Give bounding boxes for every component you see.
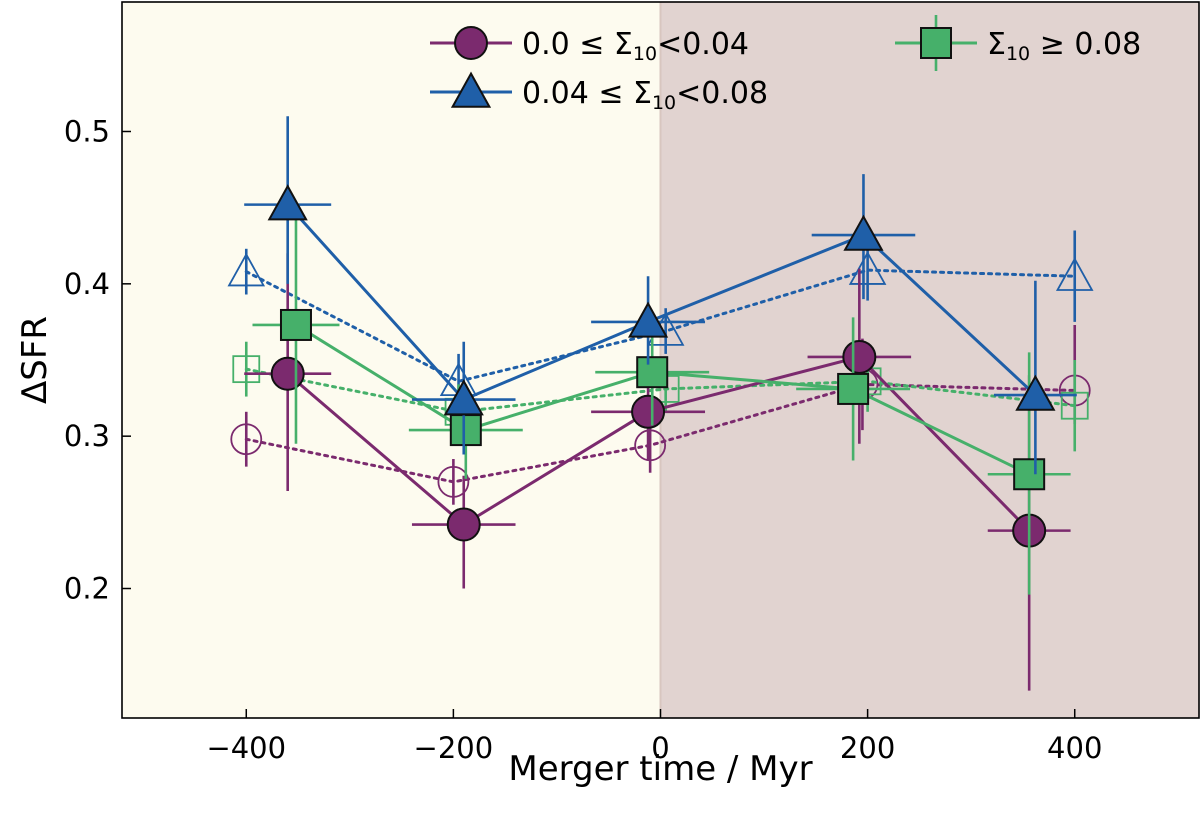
legend-entry-0: 0.0 ≤ Σ10<0.04 (430, 26, 749, 65)
y-tick-label: 0.2 (64, 572, 110, 606)
x-tick-label: −400 (206, 731, 286, 765)
data-point (270, 356, 305, 391)
data-point (837, 372, 870, 405)
plot-frame (121, 1, 1200, 719)
legend-label: 0.0 ≤ Σ10<0.04 (522, 27, 749, 65)
legend-entry-2: Σ10 ≥ 0.08 (895, 15, 1141, 71)
data-point (227, 252, 266, 287)
x-axis-title: Merger time / Myr (508, 749, 812, 789)
legend: 0.0 ≤ Σ10<0.04 0.04 ≤ Σ10<0.08 Σ10 ≥ 0.08 (430, 15, 1141, 114)
series-1 (244, 116, 1077, 475)
legend-marker (450, 71, 492, 108)
legend-marker (454, 26, 488, 60)
data-point (1013, 458, 1046, 491)
x-tick-label: −200 (414, 731, 494, 765)
y-axis-title: ΔSFR (15, 316, 55, 404)
data-point (631, 394, 666, 429)
series-2 (252, 215, 1071, 595)
data-point (437, 465, 470, 498)
plot-background (122, 2, 1199, 718)
data-point (232, 355, 261, 384)
legend-entry-1: 0.04 ≤ Σ10<0.08 (430, 71, 768, 114)
series-0 (244, 253, 1071, 691)
data-point (446, 507, 481, 542)
post-merger-region (660, 2, 1199, 718)
legend-label: 0.04 ≤ Σ10<0.08 (522, 76, 768, 114)
data-point (1060, 391, 1089, 420)
series-layer (227, 116, 1094, 691)
data-point (634, 429, 667, 462)
data-point (1055, 257, 1094, 291)
data-point (267, 184, 308, 221)
series-4 (227, 230, 1094, 409)
x-tick-label: 200 (840, 731, 895, 765)
y-tick-label: 0.5 (64, 114, 110, 148)
data-point (279, 308, 312, 341)
data-point (449, 414, 482, 447)
data-point (230, 423, 263, 456)
y-tick-label: 0.3 (64, 419, 110, 453)
x-tick-label: 0 (651, 731, 669, 765)
data-point (842, 339, 877, 374)
data-point (636, 356, 669, 389)
data-point (443, 379, 484, 416)
ticks-layer: −400 −200 0 200 400 0.2 0.3 0.4 0.5 (64, 114, 1103, 765)
data-point (848, 251, 887, 285)
pre-merger-region (122, 2, 661, 718)
data-point (1015, 374, 1056, 411)
data-point (843, 214, 884, 251)
data-point (627, 301, 669, 338)
x-tick-label: 400 (1047, 731, 1102, 765)
legend-marker (920, 27, 952, 59)
legend-label: Σ10 ≥ 0.08 (987, 27, 1141, 65)
y-tick-label: 0.4 (64, 267, 110, 301)
